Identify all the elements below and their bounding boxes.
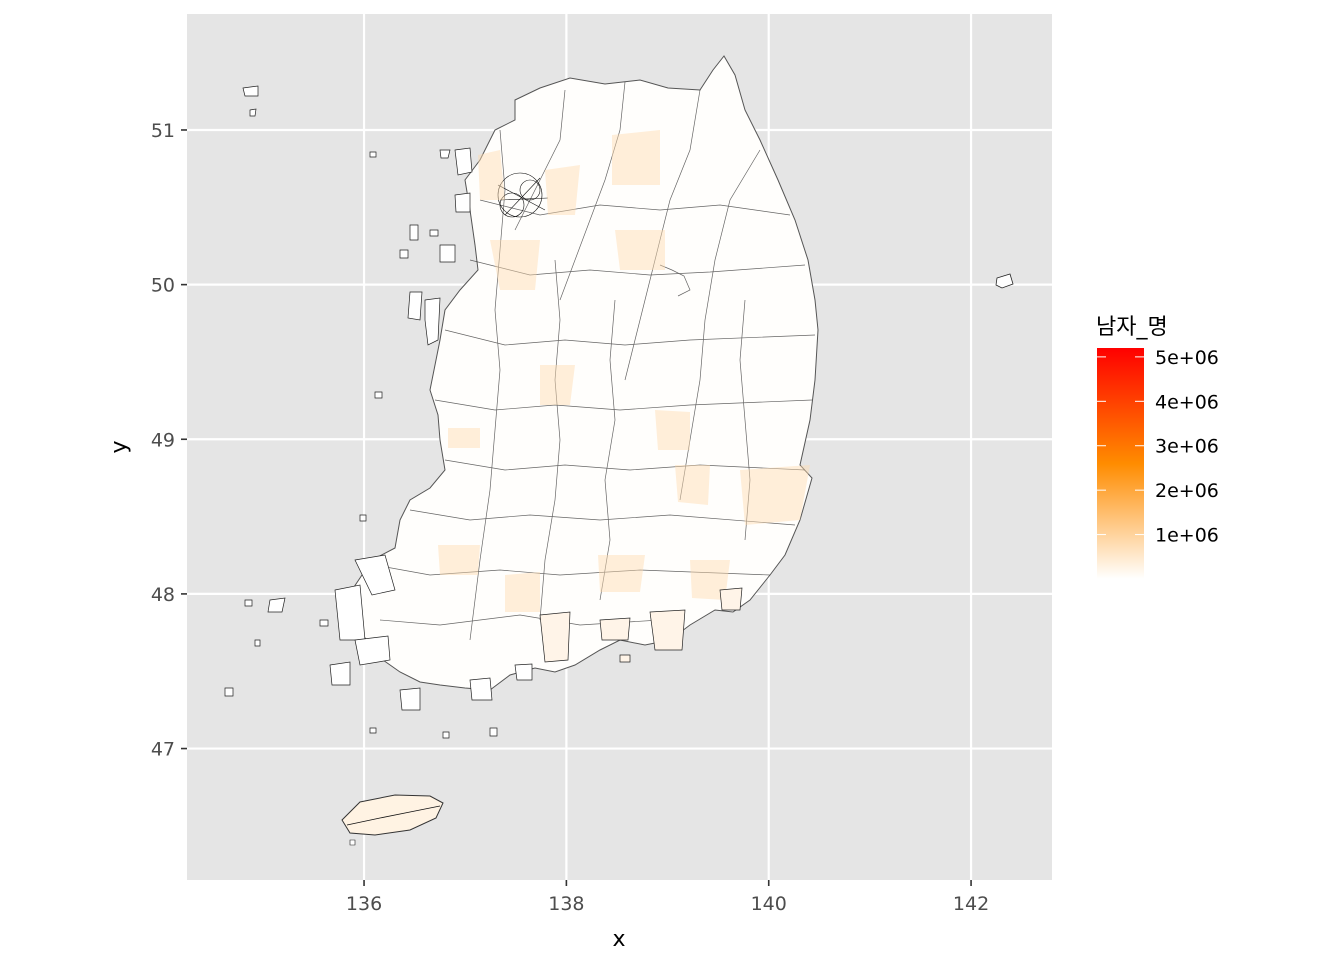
y-tick-label: 48 <box>151 584 175 606</box>
y-tick-label: 51 <box>151 120 175 142</box>
legend-label: 2e+06 <box>1155 480 1219 502</box>
jeju-islet <box>349 839 356 846</box>
legend-label: 1e+06 <box>1155 525 1219 547</box>
y-tick-label: 49 <box>151 429 175 451</box>
south-islands <box>539 587 743 663</box>
west-islands <box>224 85 533 739</box>
x-tick-label: 136 <box>346 893 382 915</box>
color-legend: 남자_명 1e+06 2e+06 3e+06 4e+06 5e+06 <box>1096 315 1219 579</box>
tinted-districts <box>438 130 810 612</box>
y-axis-title: y <box>107 440 132 453</box>
map-land <box>224 55 1014 846</box>
legend-colorbar <box>1097 348 1144 579</box>
legend-label: 5e+06 <box>1155 347 1219 369</box>
y-tick-label: 50 <box>151 275 175 297</box>
legend-ticks <box>1097 356 1144 536</box>
jeju-island <box>341 794 444 836</box>
x-tick-label: 142 <box>953 893 989 915</box>
x-tick-label: 140 <box>751 893 787 915</box>
mainland-region <box>344 55 819 691</box>
legend-title: 남자_명 <box>1096 315 1168 340</box>
ulleungdo-island <box>995 273 1014 289</box>
legend-labels: 1e+06 2e+06 3e+06 4e+06 5e+06 <box>1155 347 1219 547</box>
x-tick-labels: 136 138 140 142 <box>346 893 989 915</box>
legend-label: 4e+06 <box>1155 391 1219 413</box>
x-axis-title: x <box>612 927 625 952</box>
axis-ticks <box>181 129 972 886</box>
x-tick-label: 138 <box>548 893 584 915</box>
y-tick-labels: 47 48 49 50 51 <box>151 120 175 761</box>
jeju-divider <box>346 805 441 826</box>
y-tick-label: 47 <box>151 739 175 761</box>
seoul-metro-cluster <box>497 172 549 218</box>
legend-label: 3e+06 <box>1155 436 1219 458</box>
